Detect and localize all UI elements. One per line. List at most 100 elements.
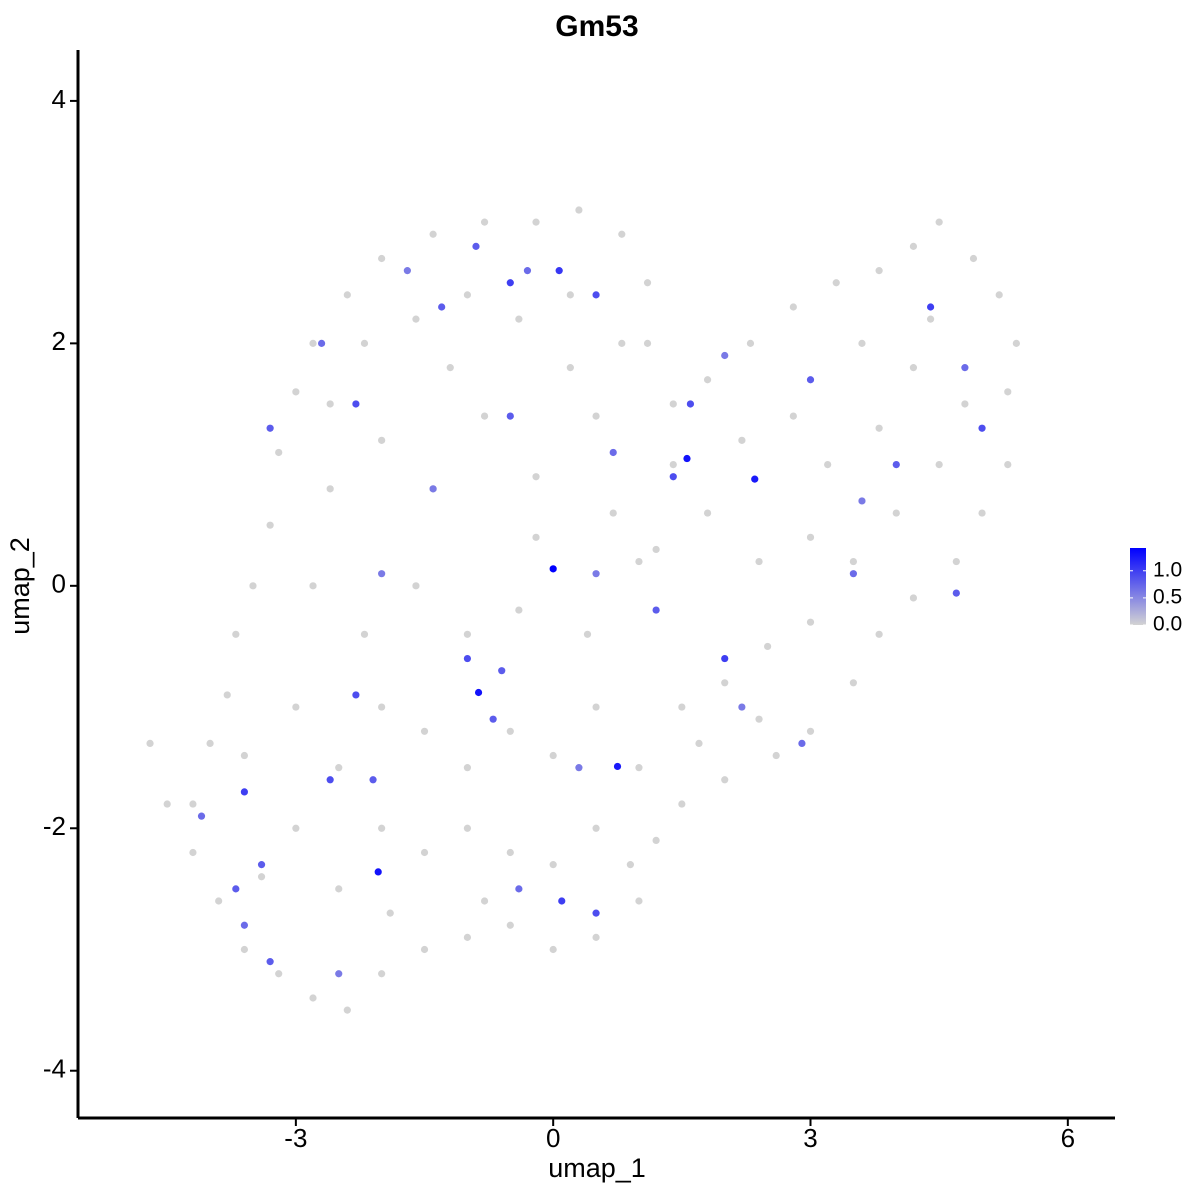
point	[703, 376, 712, 384]
point	[506, 848, 514, 857]
point	[892, 509, 900, 517]
point	[849, 570, 857, 578]
point	[618, 230, 626, 238]
point	[343, 1006, 351, 1014]
point	[669, 473, 677, 481]
point	[215, 897, 223, 905]
chart-title: Gm53	[555, 10, 638, 43]
point	[240, 751, 249, 760]
point	[232, 885, 240, 893]
point	[378, 436, 386, 444]
point	[549, 945, 557, 954]
point	[309, 339, 317, 347]
point	[378, 570, 386, 578]
point	[326, 400, 334, 408]
point	[420, 848, 429, 857]
point	[875, 267, 883, 275]
point	[858, 339, 866, 347]
point	[249, 582, 257, 590]
point	[326, 776, 334, 784]
point	[832, 279, 840, 287]
point	[755, 557, 763, 566]
point	[969, 254, 978, 263]
point	[926, 303, 935, 311]
point	[480, 218, 489, 226]
point	[669, 460, 677, 469]
point	[472, 242, 480, 250]
point	[566, 291, 574, 299]
y-axis-title: umap_2	[5, 537, 35, 635]
point	[566, 364, 574, 372]
point	[875, 424, 883, 432]
point	[549, 565, 557, 573]
point	[592, 909, 600, 917]
colorbar-label: 1.0	[1153, 558, 1182, 581]
colorbar-label: 0.0	[1153, 613, 1182, 636]
point	[420, 945, 429, 954]
point	[978, 509, 986, 517]
point	[292, 824, 300, 832]
point	[695, 739, 703, 748]
point	[463, 933, 472, 941]
point	[343, 291, 351, 299]
point	[635, 764, 643, 772]
point	[592, 412, 600, 420]
point	[378, 824, 386, 832]
point	[892, 460, 900, 469]
point	[523, 267, 532, 275]
point	[952, 557, 960, 566]
point	[609, 509, 617, 517]
point	[197, 812, 206, 820]
point	[232, 630, 240, 638]
point	[806, 533, 815, 541]
point	[240, 921, 249, 929]
point	[420, 727, 429, 735]
point	[592, 291, 600, 299]
point	[635, 557, 643, 566]
point	[1004, 388, 1012, 396]
y-tick-label: -4	[43, 1054, 66, 1084]
point	[652, 606, 660, 614]
point	[926, 315, 935, 323]
point	[515, 315, 523, 323]
point	[412, 582, 420, 590]
point	[1004, 460, 1012, 469]
point	[463, 764, 472, 772]
point	[849, 679, 857, 687]
point	[643, 279, 652, 287]
x-tick-label: 3	[803, 1123, 817, 1153]
point	[257, 861, 266, 869]
point	[721, 351, 729, 360]
point	[721, 776, 729, 784]
point	[352, 400, 360, 408]
point	[909, 242, 918, 250]
x-tick-label: 0	[546, 1123, 560, 1153]
point	[978, 424, 986, 432]
point	[532, 533, 540, 541]
point	[463, 630, 472, 638]
point	[721, 679, 729, 687]
point	[746, 339, 755, 347]
point	[335, 885, 343, 893]
point	[335, 970, 343, 978]
point	[789, 303, 797, 311]
point	[374, 868, 382, 876]
point	[635, 897, 643, 905]
point	[592, 703, 600, 711]
point	[935, 460, 943, 469]
point	[703, 509, 712, 517]
point	[961, 364, 969, 372]
point	[798, 739, 806, 748]
point	[515, 885, 523, 893]
point	[824, 460, 832, 469]
y-tick-label: 4	[52, 84, 66, 114]
point	[498, 667, 506, 675]
point	[257, 873, 266, 881]
point	[463, 291, 472, 299]
point	[309, 582, 317, 590]
point	[686, 400, 695, 408]
point	[309, 994, 317, 1002]
point	[555, 267, 563, 275]
point	[360, 630, 369, 638]
point	[240, 945, 249, 954]
